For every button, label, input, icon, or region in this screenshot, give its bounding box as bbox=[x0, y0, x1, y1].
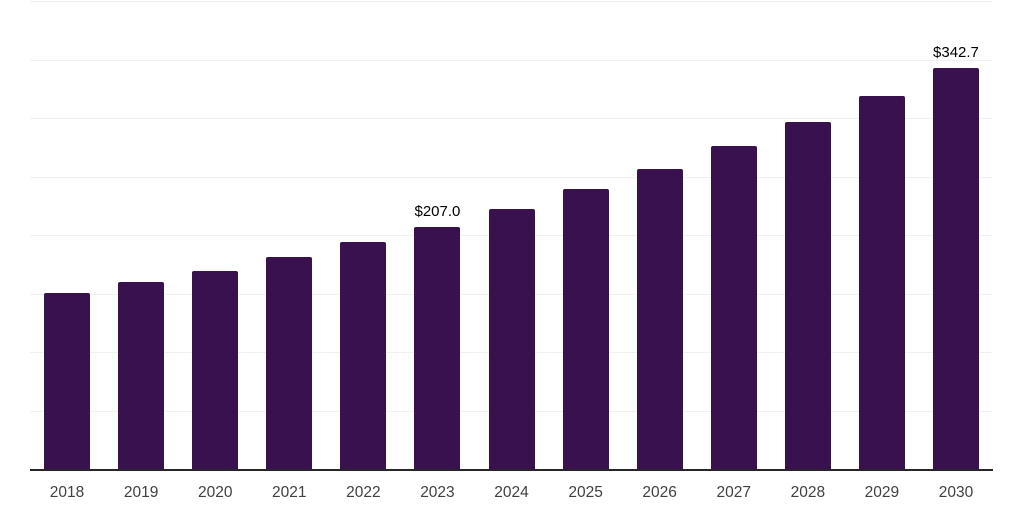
x-tick-2021: 2021 bbox=[272, 484, 307, 501]
x-tick-2030: 2030 bbox=[938, 484, 974, 501]
x-tick-2024: 2024 bbox=[494, 484, 529, 501]
bar-slot-2024 bbox=[474, 0, 548, 469]
bar-slot-2018 bbox=[30, 0, 104, 469]
x-tick-2029: 2029 bbox=[864, 484, 900, 501]
plot-area: $207.0 $342.7 bbox=[30, 0, 993, 469]
bar-slot-2020 bbox=[178, 0, 252, 469]
x-tick-2025: 2025 bbox=[568, 484, 603, 501]
x-tick-2020: 2020 bbox=[197, 484, 233, 501]
bar-2025 bbox=[562, 189, 609, 469]
gridline-400 bbox=[30, 1, 993, 2]
bar-slot-2028 bbox=[771, 0, 845, 469]
bar-2019 bbox=[118, 281, 165, 469]
bar-2023 bbox=[414, 226, 461, 469]
bar-2018 bbox=[44, 293, 91, 469]
x-tick-2019: 2019 bbox=[123, 484, 159, 501]
bar-2027 bbox=[710, 146, 757, 469]
gridline-350 bbox=[30, 59, 993, 61]
bar-2029 bbox=[858, 96, 905, 469]
bar-value-label-2030: $342.7 bbox=[933, 44, 979, 62]
bar-2021 bbox=[266, 257, 313, 469]
x-tick-2022: 2022 bbox=[346, 484, 381, 501]
x-axis-labels: 2018 2019 2020 2021 2022 2023 2024 2025 2026 2027… bbox=[30, 483, 993, 502]
bar-slot-2027 bbox=[697, 0, 771, 469]
x-tick-2026: 2026 bbox=[642, 484, 677, 501]
x-tick-2023: 2023 bbox=[420, 484, 455, 501]
bar-2028 bbox=[784, 121, 831, 469]
bar-slot-2021 bbox=[252, 0, 326, 469]
bar-slot-2030: $342.7 bbox=[919, 0, 993, 469]
x-tick-2027: 2027 bbox=[716, 484, 751, 501]
bar-2022 bbox=[340, 242, 387, 469]
bar-slot-2026 bbox=[623, 0, 697, 469]
gridline-250 bbox=[30, 176, 993, 178]
bar-2030 bbox=[932, 68, 979, 469]
bar-2020 bbox=[192, 270, 239, 469]
x-axis-line bbox=[30, 469, 993, 471]
bar-slot-2029 bbox=[845, 0, 919, 469]
x-tick-2018: 2018 bbox=[49, 484, 85, 501]
bar-value-label-2023: $207.0 bbox=[414, 202, 461, 220]
bar-slot-2025 bbox=[549, 0, 623, 469]
bar-slot-2023: $207.0 bbox=[400, 0, 474, 469]
bar-2024 bbox=[488, 208, 535, 469]
bar-2026 bbox=[636, 168, 683, 469]
gridline-300 bbox=[30, 118, 993, 119]
x-tick-2028: 2028 bbox=[790, 484, 826, 501]
bar-slot-2019 bbox=[104, 0, 178, 469]
bar-series: $207.0 $342.7 bbox=[30, 0, 993, 469]
bar-slot-2022 bbox=[326, 0, 400, 469]
